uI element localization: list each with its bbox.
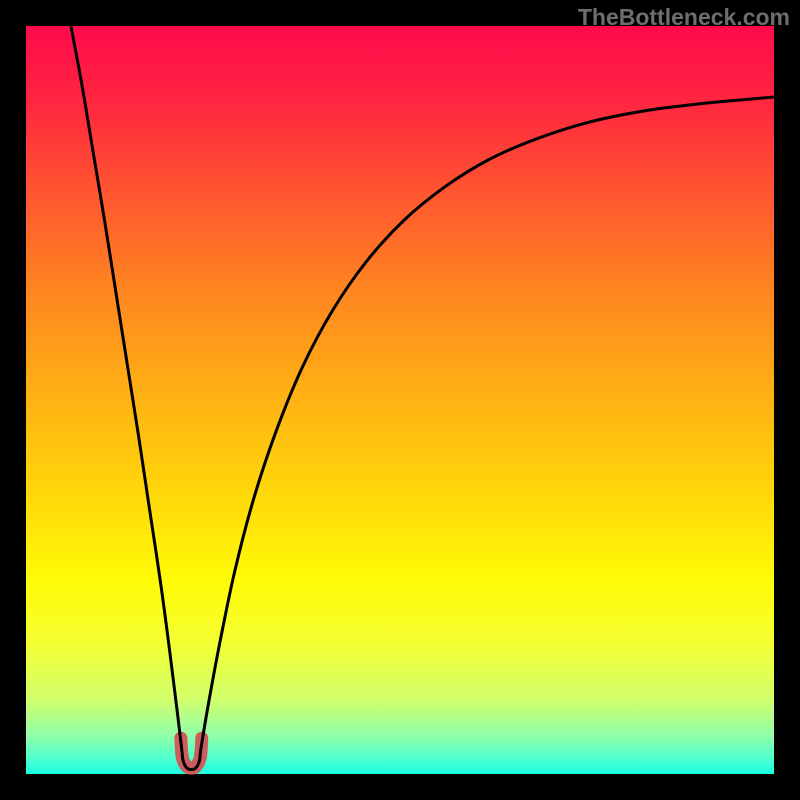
watermark-text: TheBottleneck.com	[578, 4, 790, 31]
chart-background	[26, 26, 774, 774]
chart-container: { "meta": { "width": 800, "height": 800,…	[0, 0, 800, 800]
bottleneck-chart	[0, 0, 800, 800]
